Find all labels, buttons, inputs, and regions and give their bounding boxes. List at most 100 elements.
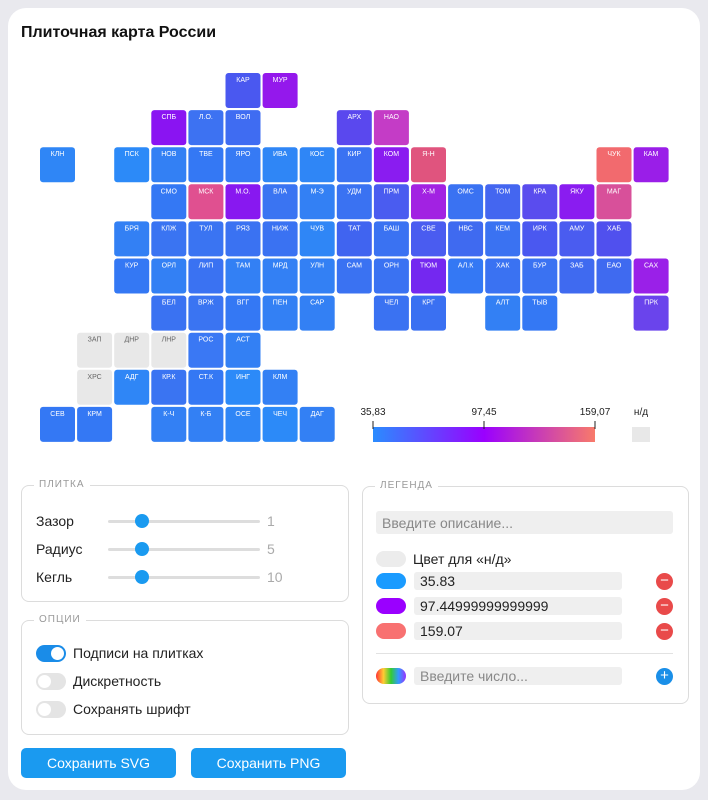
tile — [299, 295, 335, 331]
tile — [77, 369, 113, 405]
tile-label: КЛМ — [273, 374, 288, 381]
slider-track[interactable] — [108, 520, 260, 523]
entry-value[interactable]: 97.44999999999999 — [414, 597, 622, 615]
tile — [559, 221, 595, 257]
slider-thumb[interactable] — [135, 542, 149, 556]
tile — [225, 406, 261, 442]
tile-label: КРГ — [422, 300, 435, 307]
tile — [262, 221, 298, 257]
scale-label: 159,07 — [580, 407, 611, 418]
title: Плиточная карта России — [21, 24, 216, 41]
tile — [448, 184, 484, 220]
rainbow-swatch[interactable] — [376, 668, 406, 684]
entry-value[interactable]: 159.07 — [414, 622, 622, 640]
tile-label: БРЯ — [125, 225, 139, 232]
tile-label: ЧУК — [607, 151, 621, 158]
description-input[interactable]: Введите описание... — [376, 511, 673, 534]
tile — [485, 221, 521, 257]
tile — [522, 295, 558, 331]
tile-label: ИНГ — [236, 374, 250, 381]
tile-label: ОМС — [457, 188, 473, 195]
toggle[interactable] — [36, 645, 66, 662]
number-input[interactable]: Введите число... — [414, 667, 622, 685]
tile — [373, 147, 409, 183]
toggle[interactable] — [36, 701, 66, 718]
slider-track[interactable] — [108, 548, 260, 551]
tile — [522, 184, 558, 220]
tile-label: ТАМ — [236, 263, 251, 270]
tile-label: СТ.К — [199, 374, 214, 381]
tile-label: МУР — [273, 77, 288, 84]
button[interactable]: Сохранить PNG — [191, 748, 346, 778]
tile — [40, 147, 75, 183]
entry-color[interactable] — [376, 573, 406, 589]
tile-label: БАШ — [384, 225, 400, 232]
tile — [151, 258, 187, 294]
tile — [373, 295, 409, 331]
tile — [633, 295, 669, 331]
tile — [225, 73, 261, 108]
tile — [262, 73, 298, 108]
tile-label: Я-Н — [422, 151, 434, 158]
tile-label: ХРС — [87, 374, 101, 381]
panel-title: ОПЦИИ — [34, 614, 86, 625]
tile-label: РЯЗ — [236, 225, 250, 232]
entry-value[interactable]: 35.83 — [414, 572, 622, 590]
tile-label: АЛТ — [496, 300, 510, 307]
remove-button[interactable]: − — [656, 573, 673, 590]
tile-label: ЯКУ — [570, 188, 584, 195]
tile — [411, 221, 446, 257]
tile — [559, 258, 595, 294]
tile — [188, 258, 224, 294]
tile-label: ТВЕ — [199, 151, 213, 158]
tile-label: ТЫВ — [532, 300, 547, 307]
tile — [411, 147, 446, 183]
tile-label: БЕЛ — [162, 300, 176, 307]
tile — [596, 258, 632, 294]
tile — [485, 258, 521, 294]
tile — [299, 221, 335, 257]
tile-label: АМУ — [569, 225, 585, 232]
tile — [151, 295, 187, 331]
slider-track[interactable] — [108, 576, 260, 579]
tile-label: КУР — [125, 263, 139, 270]
legend-panel: ЛЕГЕНДА — [362, 480, 689, 704]
tile-label: К-Ч — [163, 411, 174, 418]
tile-label: ПЕН — [273, 300, 288, 307]
tile-label: СПБ — [161, 114, 176, 121]
na-row-label: Цвет для «н/д» — [413, 551, 512, 567]
entry-color[interactable] — [376, 623, 406, 639]
slider-label: Зазор — [36, 513, 74, 529]
tile — [633, 147, 669, 183]
tile-label: САР — [310, 300, 325, 307]
tile — [411, 258, 446, 294]
na-color-swatch[interactable] — [376, 551, 406, 567]
toggle-knob — [38, 675, 51, 688]
tile — [336, 184, 372, 220]
slider-thumb[interactable] — [135, 514, 149, 528]
tile-label: САХ — [644, 263, 659, 270]
tile-label: ИРК — [533, 225, 548, 232]
tile-label: СВЕ — [421, 225, 436, 232]
tile — [151, 147, 187, 183]
tile — [336, 258, 372, 294]
tile-label: ПРК — [644, 300, 659, 307]
tile-label: КОС — [310, 151, 325, 158]
tile-label: ХАБ — [607, 225, 621, 232]
slider-thumb[interactable] — [135, 570, 149, 584]
tile — [448, 221, 484, 257]
tile — [559, 184, 595, 220]
tile — [262, 184, 298, 220]
tile-label: НИЖ — [272, 225, 289, 232]
tile-label: ВОЛ — [236, 114, 251, 121]
toggle[interactable] — [36, 673, 66, 690]
toggle-knob — [38, 703, 51, 716]
remove-button[interactable]: − — [656, 623, 673, 640]
button[interactable]: Сохранить SVG — [21, 748, 176, 778]
entry-color[interactable] — [376, 598, 406, 614]
remove-button[interactable]: − — [656, 598, 673, 615]
tile — [596, 147, 632, 183]
tile — [485, 295, 521, 331]
add-button[interactable]: + — [656, 668, 673, 685]
tile-label: Л.О. — [199, 114, 213, 121]
